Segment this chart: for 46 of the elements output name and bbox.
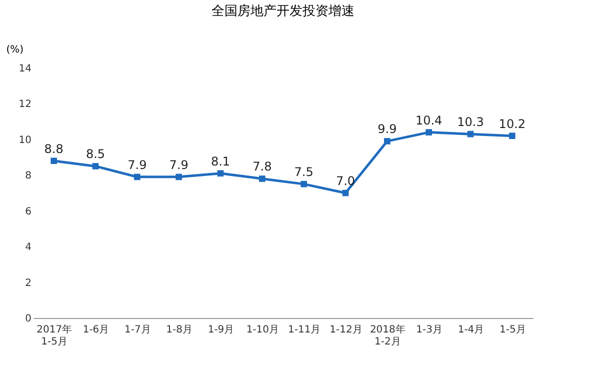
y-tick-label: 14 <box>18 64 32 74</box>
point <box>50 158 57 164</box>
data-label: 7.8 <box>252 160 272 174</box>
point <box>300 180 307 188</box>
y-tick-label: 0 <box>25 314 32 324</box>
x-tick-label: 1-6月 <box>82 324 110 336</box>
chart-title: 全国房地产开发投资增速 <box>212 3 354 19</box>
y-tick-label: 6 <box>25 206 32 218</box>
point <box>384 138 390 144</box>
x-tick-label: 1-9月 <box>208 324 234 336</box>
data-label: 10.2 <box>498 116 526 131</box>
x-tick-label: 1-11月 <box>288 324 321 336</box>
point <box>92 163 99 170</box>
x-tick-label: 2017年 1-5月 <box>36 324 72 348</box>
data-label: 7.0 <box>336 174 356 188</box>
x-tick-label: 1-8月 <box>166 324 193 336</box>
x-tick-label: 1-7月 <box>124 324 151 336</box>
x-tick-label: 1-12月 <box>330 324 362 336</box>
x-tick-label: 1-4月 <box>458 324 484 336</box>
point <box>217 170 224 177</box>
point <box>467 130 474 138</box>
y-tick-label: 2 <box>25 278 32 289</box>
y-tick-label: 10 <box>18 134 32 146</box>
data-label: 10.3 <box>457 115 484 130</box>
x-tick-label: 1-3月 <box>416 324 443 336</box>
x-tick-label: 1-5月 <box>499 324 526 336</box>
point <box>509 132 516 140</box>
data-label: 10.4 <box>415 113 442 128</box>
data-label: 8.8 <box>44 142 64 156</box>
data-label: 8.5 <box>86 147 106 162</box>
point <box>259 176 266 182</box>
data-label: 7.9 <box>128 158 147 172</box>
y-axis-title: (%) <box>6 44 24 56</box>
y-tick-label: 4 <box>25 242 32 254</box>
point <box>134 174 140 180</box>
x-tick-label: 1-10月 <box>246 324 280 336</box>
data-label: 9.9 <box>378 122 397 136</box>
y-tick-label: 8 <box>25 170 32 182</box>
x-tick-label: 2018年 1-2月 <box>370 324 406 348</box>
data-label: 7.5 <box>294 165 314 180</box>
point <box>176 174 182 180</box>
y-tick-label: 12 <box>18 99 32 110</box>
point <box>426 129 432 136</box>
data-label: 7.9 <box>169 158 188 172</box>
data-label: 8.1 <box>210 154 230 168</box>
point <box>342 190 349 196</box>
